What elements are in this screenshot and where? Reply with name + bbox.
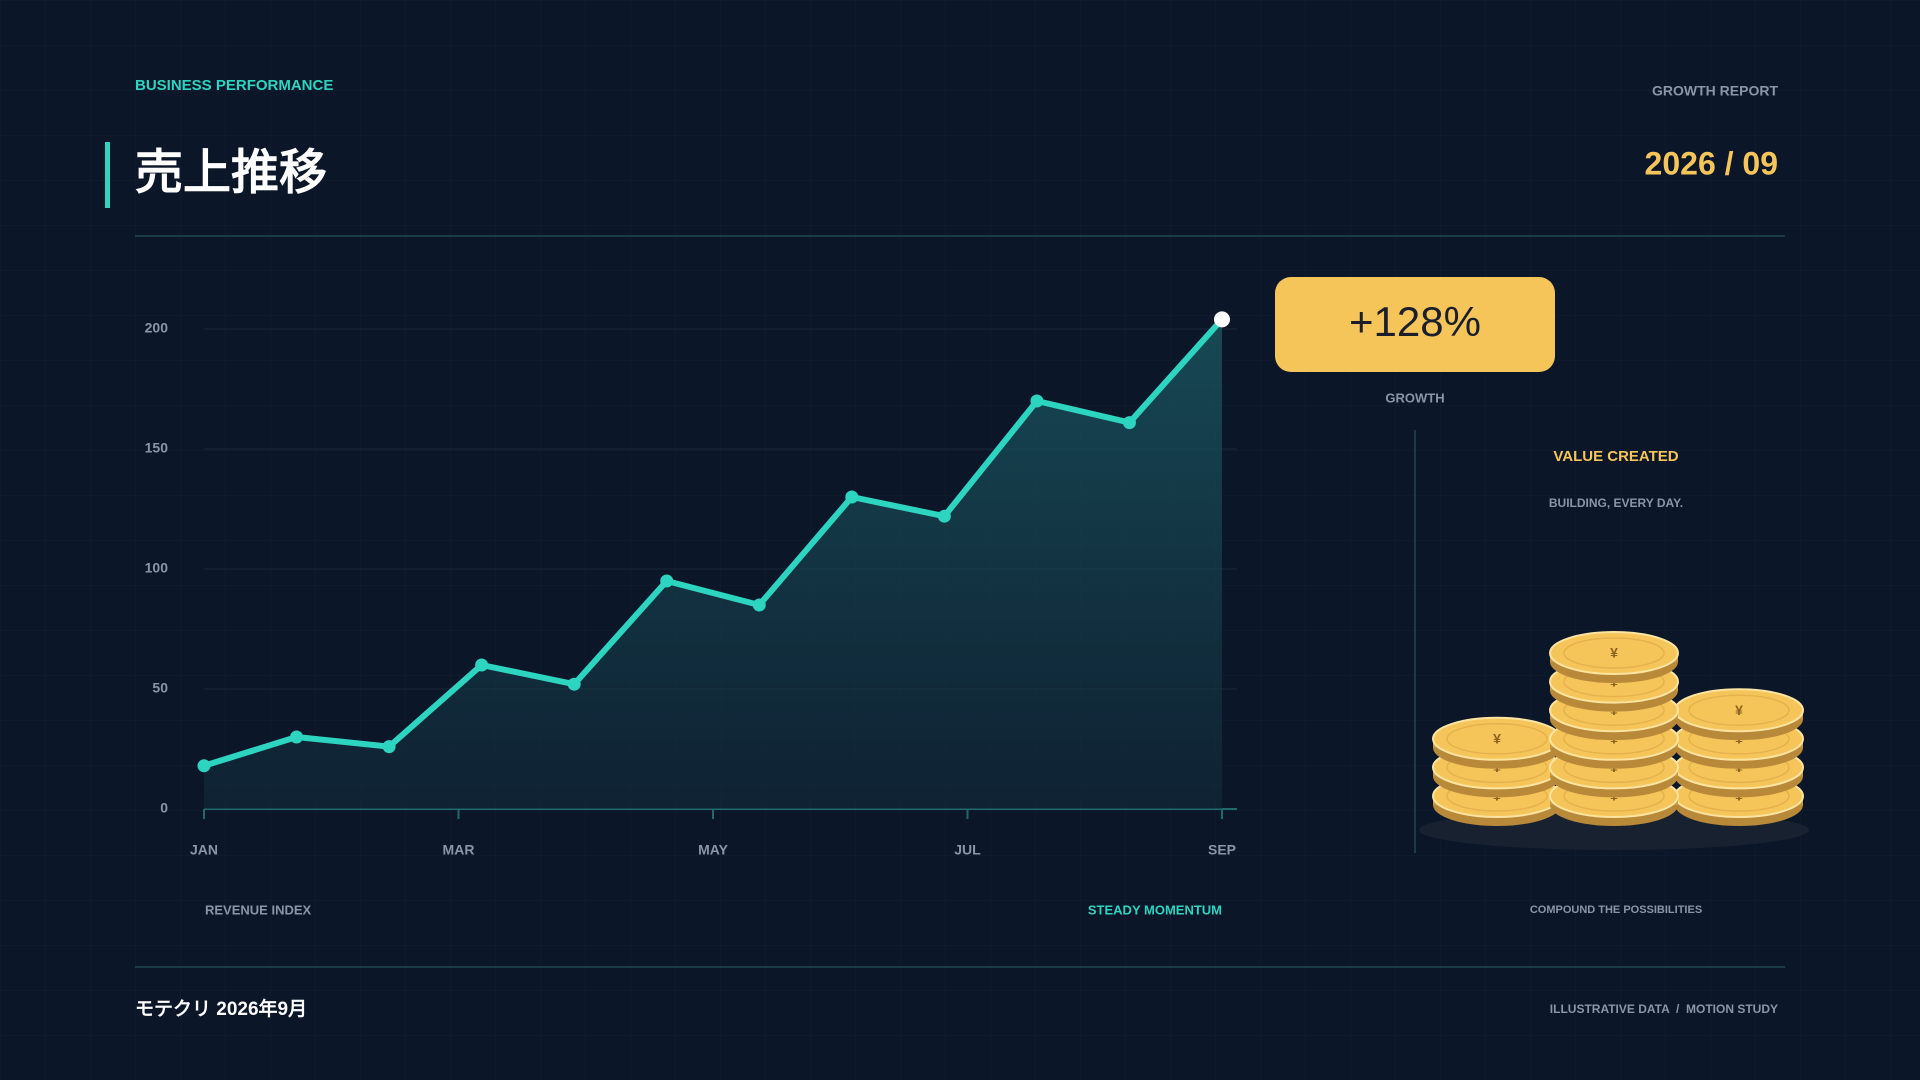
page-title: 売上推移 [135, 147, 327, 200]
coin-inner [1688, 694, 1790, 726]
plot: 0 50 100 150 200 JAN MAR MAY JUL SEP [145, 311, 1237, 858]
point [567, 677, 581, 691]
point [290, 730, 304, 744]
y-tick-label: 100 [145, 560, 169, 576]
point [752, 598, 766, 612]
coin-inner [1446, 723, 1548, 755]
x-tick-label: JUL [954, 842, 981, 858]
y-tick-label: 0 [160, 800, 168, 816]
side-caption: COMPOUND THE POSSIBILITIES [1530, 904, 1702, 916]
point [845, 490, 859, 504]
coin-face [1549, 631, 1679, 675]
caption-right: STEADY MOMENTUM [1088, 902, 1222, 917]
footer-right: ILLUSTRATIVE DATA / MOTION STUDY [1550, 1002, 1778, 1016]
eyebrow: BUSINESS PERFORMANCE [135, 77, 333, 94]
point [1122, 416, 1136, 430]
y-tick-label: 200 [145, 320, 169, 336]
coin-symbol: ¥ [1493, 731, 1501, 747]
footer-left: モテクリ 2026年9月 [135, 997, 307, 1020]
coin-inner [1563, 637, 1665, 669]
point [1030, 394, 1044, 408]
report-date: 2026 / 09 [1645, 145, 1778, 181]
coin-symbol: ¥ [1735, 702, 1743, 718]
growth-badge [1275, 277, 1555, 372]
point [382, 740, 396, 754]
point [660, 574, 674, 588]
coin-symbol: ¥ [1610, 645, 1618, 661]
y-tick-label: 50 [152, 680, 168, 696]
caption-left: REVENUE INDEX [205, 902, 312, 917]
point [197, 759, 211, 773]
title-accent [105, 142, 110, 208]
side-subtitle: BUILDING, EVERY DAY. [1549, 496, 1683, 510]
badge-label: GROWTH [1385, 390, 1444, 405]
coin-stacks: ¥¥¥¥¥¥¥¥¥¥¥¥¥ [1432, 631, 1804, 826]
x-tick-label: MAR [443, 842, 475, 858]
point [475, 658, 489, 672]
y-tick-label: 150 [145, 440, 169, 456]
x-tick-label: MAY [698, 842, 728, 858]
report-label: GROWTH REPORT [1652, 83, 1778, 99]
point [1214, 311, 1230, 328]
badge-value: +128% [1349, 298, 1481, 345]
side-title: VALUE CREATED [1553, 448, 1678, 465]
x-tick-label: SEP [1208, 842, 1236, 858]
x-tick-label: JAN [190, 842, 218, 858]
line [201, 316, 1225, 769]
point [937, 509, 951, 523]
